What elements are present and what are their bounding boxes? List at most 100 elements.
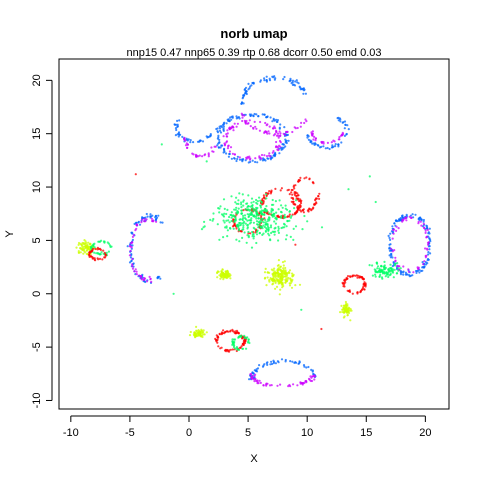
point-magenta (143, 217, 146, 220)
point-green (245, 241, 248, 244)
point-yellow (188, 334, 192, 337)
point-green (219, 205, 222, 208)
point-yellow (198, 330, 201, 333)
point-green (265, 197, 268, 200)
point-green (226, 235, 229, 238)
point-green (279, 210, 283, 213)
point-blue (300, 87, 303, 90)
point-green (231, 343, 234, 346)
point-magenta (245, 157, 248, 160)
point-green (284, 207, 287, 210)
point-green (258, 224, 261, 227)
point-blue (263, 158, 266, 161)
point-blue (287, 139, 290, 142)
point-green (274, 230, 277, 233)
point-magenta (201, 155, 204, 158)
point-blue (279, 123, 282, 126)
point-green (97, 252, 100, 255)
point-blue (222, 148, 226, 151)
point-green (252, 237, 255, 240)
point-yellow (288, 284, 292, 287)
point-blue (418, 271, 421, 274)
point-magenta (293, 126, 296, 129)
point-blue (415, 271, 418, 274)
point-green (236, 223, 239, 226)
point-blue (230, 157, 233, 160)
point-red (356, 276, 359, 279)
point-green (280, 204, 283, 207)
point-green (257, 213, 260, 217)
point-blue (274, 77, 277, 80)
point-magenta (313, 375, 317, 378)
point-yellow (87, 241, 90, 244)
point-yellow (77, 250, 80, 253)
point-magenta (184, 139, 187, 142)
point-blue (240, 158, 243, 161)
point-blue (306, 136, 309, 139)
point-outlier (205, 160, 208, 163)
point-magenta (233, 122, 236, 125)
point-magenta (398, 265, 401, 268)
point-green (247, 230, 250, 234)
point-blue (411, 213, 414, 216)
point-red (299, 205, 302, 208)
point-red (302, 211, 305, 214)
point-red (276, 215, 279, 218)
point-blue (228, 119, 231, 123)
y-tick-label: 10 (31, 181, 43, 193)
point-green (255, 201, 258, 204)
point-green (279, 216, 283, 219)
point-green (242, 224, 245, 227)
point-blue (388, 236, 391, 239)
x-tick-label: 10 (301, 427, 313, 439)
point-red (104, 256, 107, 259)
point-blue (175, 123, 178, 126)
point-magenta (129, 249, 132, 252)
point-magenta (228, 150, 231, 153)
point-green (243, 334, 246, 337)
point-red (314, 199, 317, 202)
point-green (238, 192, 241, 195)
point-yellow (288, 282, 291, 285)
point-green (244, 222, 247, 225)
point-blue (247, 82, 250, 85)
point-green (384, 266, 387, 269)
point-green (271, 230, 274, 233)
point-green (262, 209, 265, 212)
point-red (344, 281, 347, 284)
point-blue (217, 142, 220, 145)
point-magenta (278, 135, 282, 138)
point-yellow (201, 335, 204, 339)
point-red (307, 210, 310, 213)
point-blue (149, 216, 152, 219)
point-magenta (249, 125, 252, 128)
point-blue (178, 119, 181, 122)
point-blue (131, 244, 134, 247)
point-blue (227, 155, 230, 158)
point-blue (138, 223, 142, 226)
point-red (279, 189, 282, 192)
point-yellow (279, 288, 282, 291)
point-magenta (311, 133, 314, 136)
point-magenta (238, 156, 241, 159)
point-magenta (405, 219, 408, 222)
point-yellow (77, 243, 80, 246)
point-magenta (258, 155, 261, 158)
point-green (301, 228, 304, 231)
point-blue (198, 139, 201, 142)
point-red (292, 200, 295, 203)
point-red (298, 209, 301, 212)
point-blue (259, 79, 262, 82)
point-blue (249, 160, 252, 163)
point-yellow (271, 282, 275, 285)
point-green (274, 222, 277, 225)
point-green (243, 214, 247, 217)
point-yellow (194, 336, 197, 339)
point-magenta (225, 141, 228, 144)
point-magenta (305, 120, 308, 123)
point-magenta (309, 375, 312, 378)
point-yellow (274, 287, 277, 290)
point-yellow (205, 331, 208, 334)
point-blue (271, 156, 274, 159)
point-yellow (80, 244, 83, 247)
